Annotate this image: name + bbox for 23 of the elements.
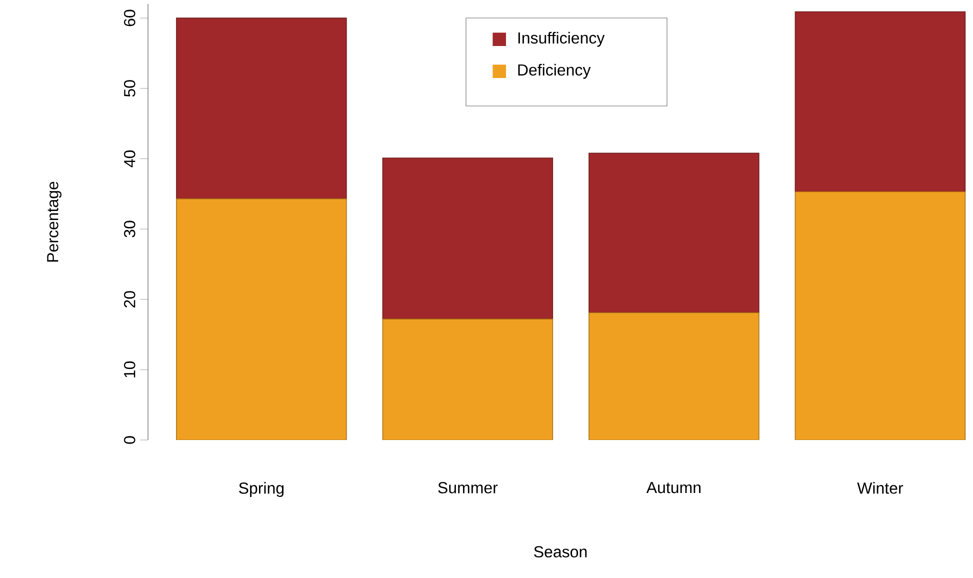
legend-label: Insufficiency xyxy=(518,32,605,47)
y-tick-label: 10 xyxy=(124,361,136,378)
x-tick-label: Spring xyxy=(239,482,284,497)
bar xyxy=(794,191,966,440)
x-axis-title: Season xyxy=(534,546,587,558)
bar xyxy=(382,318,554,440)
x-tick-label: Summer xyxy=(438,482,498,494)
y-tick-label: 0 xyxy=(124,436,136,444)
y-tick-label: 30 xyxy=(124,220,136,238)
y-tick-label: 40 xyxy=(124,150,136,168)
y-axis-title: Percentage xyxy=(47,182,62,262)
y-tick-label: 20 xyxy=(124,291,136,308)
bar xyxy=(382,158,554,320)
bar xyxy=(176,198,347,440)
bar xyxy=(588,312,760,440)
x-tick-label: Autumn xyxy=(646,482,700,494)
bar xyxy=(588,152,760,314)
bar xyxy=(794,11,966,192)
y-tick-label: 60 xyxy=(124,10,136,26)
bar xyxy=(176,18,347,200)
y-tick-label: 50 xyxy=(124,80,136,97)
x-tick-label: Winter xyxy=(857,482,904,494)
legend-label: Deficiency xyxy=(518,64,591,79)
